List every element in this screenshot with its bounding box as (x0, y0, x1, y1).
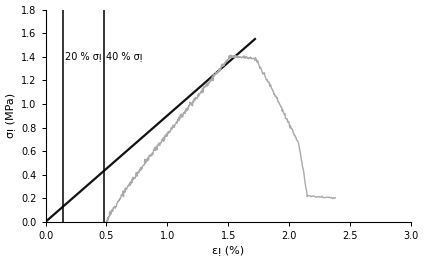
Y-axis label: σᴉ (MPa): σᴉ (MPa) (6, 93, 16, 138)
Text: 40 % σᴉ: 40 % σᴉ (106, 52, 143, 62)
X-axis label: εᴉ (%): εᴉ (%) (212, 247, 244, 256)
Text: 20 % σᴉ: 20 % σᴉ (65, 52, 102, 62)
